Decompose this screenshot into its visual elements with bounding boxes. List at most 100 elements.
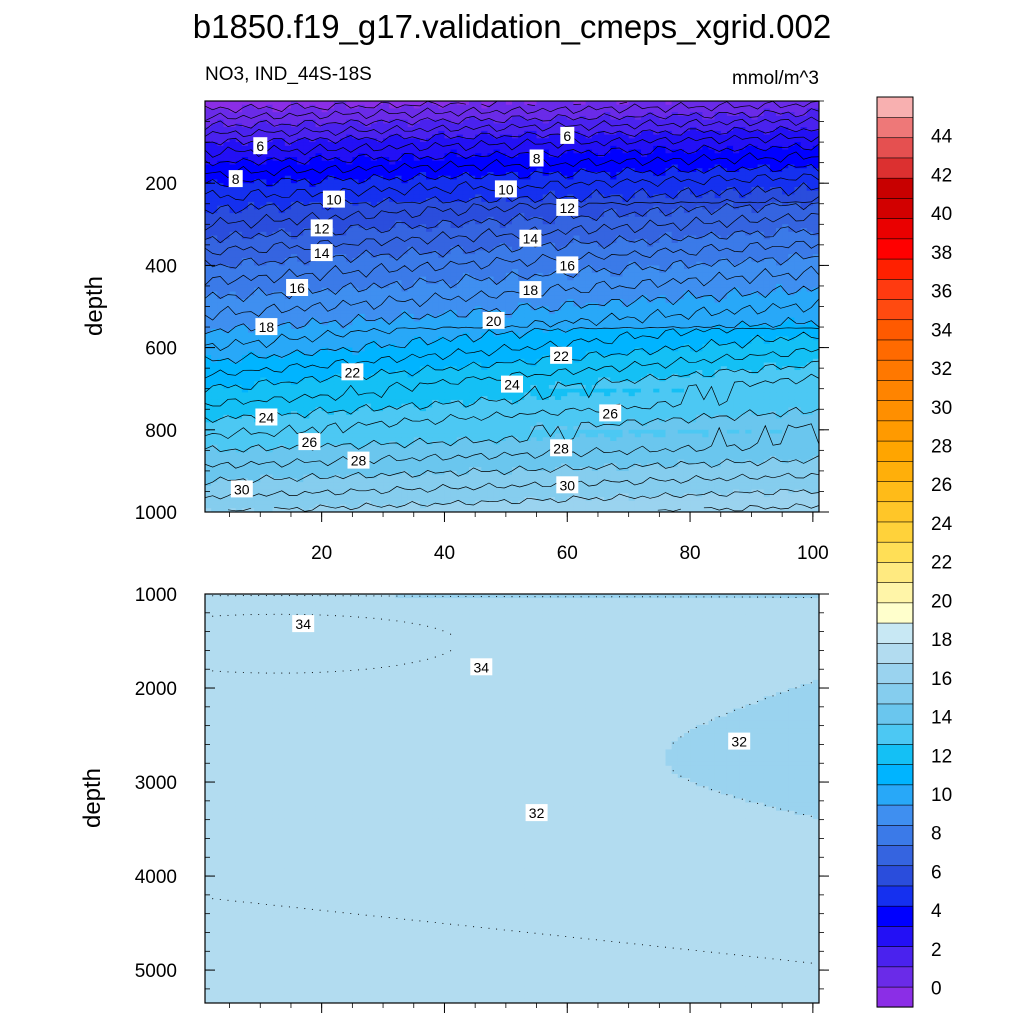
contour-point bbox=[250, 614, 252, 616]
contour-point bbox=[235, 671, 237, 673]
contour-point bbox=[603, 940, 605, 942]
contour-point bbox=[503, 929, 505, 931]
contour-label: 22 bbox=[341, 363, 364, 381]
contour-point bbox=[703, 723, 705, 725]
colorbar-swatch bbox=[876, 480, 914, 503]
contour-point bbox=[549, 934, 551, 936]
colorbar-swatch bbox=[876, 946, 914, 968]
contour-point bbox=[327, 910, 329, 912]
contour-point bbox=[726, 712, 728, 714]
contour-point bbox=[258, 903, 260, 905]
contour-point bbox=[473, 926, 475, 928]
colorbar-swatch bbox=[876, 400, 914, 422]
contour-point bbox=[803, 961, 805, 963]
contour-point bbox=[526, 596, 528, 598]
contour-point bbox=[396, 917, 398, 919]
contour-label: 20 bbox=[482, 311, 505, 329]
contour-point bbox=[450, 595, 452, 597]
contour-label: 32 bbox=[728, 732, 751, 750]
lower-contour-labels: 34 34 32 32 bbox=[292, 615, 751, 822]
contour-point bbox=[734, 954, 736, 956]
contour-point bbox=[496, 596, 498, 598]
contour-point bbox=[664, 596, 667, 598]
contour-point bbox=[442, 922, 444, 924]
contour-point bbox=[710, 719, 713, 721]
contour-point bbox=[549, 596, 551, 598]
contour-line bbox=[205, 125, 819, 146]
contour-point bbox=[534, 596, 536, 598]
colorbar-label: 12 bbox=[931, 746, 952, 767]
colorbar-label: 20 bbox=[931, 591, 952, 612]
colorbar-swatch bbox=[876, 743, 914, 765]
contour-point bbox=[396, 595, 398, 597]
contour-point bbox=[710, 951, 713, 953]
contour-point bbox=[734, 709, 736, 711]
contour-line bbox=[205, 331, 819, 393]
contour-point bbox=[726, 596, 728, 598]
colorbar-swatch bbox=[876, 844, 914, 867]
contour-line bbox=[205, 347, 819, 407]
figure-title: b1850.f19_g17.validation_cmeps_xgrid.002 bbox=[193, 8, 831, 45]
contour-point bbox=[419, 660, 421, 662]
contour-line bbox=[205, 285, 819, 335]
contour-point bbox=[810, 815, 812, 817]
contour-point bbox=[749, 596, 751, 598]
contour-point bbox=[434, 627, 436, 629]
contour-point bbox=[404, 621, 406, 623]
contour-point bbox=[296, 595, 298, 597]
contour-point bbox=[795, 812, 797, 814]
colorbar-swatch bbox=[876, 925, 914, 947]
contour-point bbox=[496, 928, 498, 930]
contour-point bbox=[365, 914, 367, 916]
contour-point bbox=[595, 939, 597, 941]
contour-point bbox=[265, 672, 267, 674]
contour-line bbox=[205, 316, 819, 364]
contour-point bbox=[250, 902, 252, 904]
contour-point bbox=[757, 802, 759, 804]
colorbar-swatch bbox=[876, 501, 914, 523]
contour-point bbox=[595, 596, 597, 598]
contour-line bbox=[205, 455, 819, 486]
contour-point bbox=[365, 595, 367, 597]
contour-point bbox=[795, 960, 797, 962]
contour-point bbox=[511, 930, 513, 932]
lower-y-axis-label: depth bbox=[79, 768, 106, 828]
contour-point bbox=[288, 595, 290, 597]
contour-point bbox=[319, 595, 321, 597]
contour-point bbox=[764, 698, 766, 700]
colorbar-label: 32 bbox=[931, 359, 952, 380]
colorbar-swatch bbox=[876, 238, 914, 260]
contour-point bbox=[342, 595, 344, 597]
contour-point bbox=[787, 596, 789, 598]
colorbar-swatch bbox=[876, 96, 914, 118]
contour-label: 32 bbox=[525, 804, 548, 822]
contour-point bbox=[227, 595, 229, 597]
lower-axis-ticks: 1000 2000 3000 4000 5000 bbox=[135, 585, 829, 1013]
contour-point bbox=[388, 665, 390, 668]
colorbar-swatch bbox=[876, 420, 914, 442]
contour-point bbox=[212, 615, 214, 617]
contour-point bbox=[772, 695, 774, 697]
contour-point bbox=[434, 656, 436, 658]
contour-point bbox=[350, 912, 352, 915]
contour-label: 24 bbox=[501, 375, 523, 393]
colorbar-label: 44 bbox=[931, 127, 953, 148]
colorbar-swatch bbox=[876, 440, 914, 462]
contour-label: 26 bbox=[599, 404, 622, 422]
colorbar-label: 30 bbox=[931, 398, 952, 419]
contour-point bbox=[810, 962, 812, 964]
contour-label: 8 bbox=[228, 170, 243, 188]
contour-point bbox=[334, 670, 337, 673]
colorbar-label: 0 bbox=[931, 979, 942, 1000]
contour-point bbox=[611, 596, 613, 598]
contour-point bbox=[780, 596, 782, 598]
contour-line bbox=[205, 142, 819, 167]
contour-point bbox=[680, 948, 682, 950]
colorbar-label: 16 bbox=[931, 669, 952, 690]
contour-point bbox=[388, 619, 390, 621]
upper-y-axis-label: depth bbox=[81, 276, 108, 336]
contour-point bbox=[258, 595, 260, 597]
contour-line bbox=[657, 508, 681, 512]
contour-label: 12 bbox=[556, 198, 579, 216]
upper-panel: 6688101012121414161618182022222424262628… bbox=[81, 64, 829, 564]
